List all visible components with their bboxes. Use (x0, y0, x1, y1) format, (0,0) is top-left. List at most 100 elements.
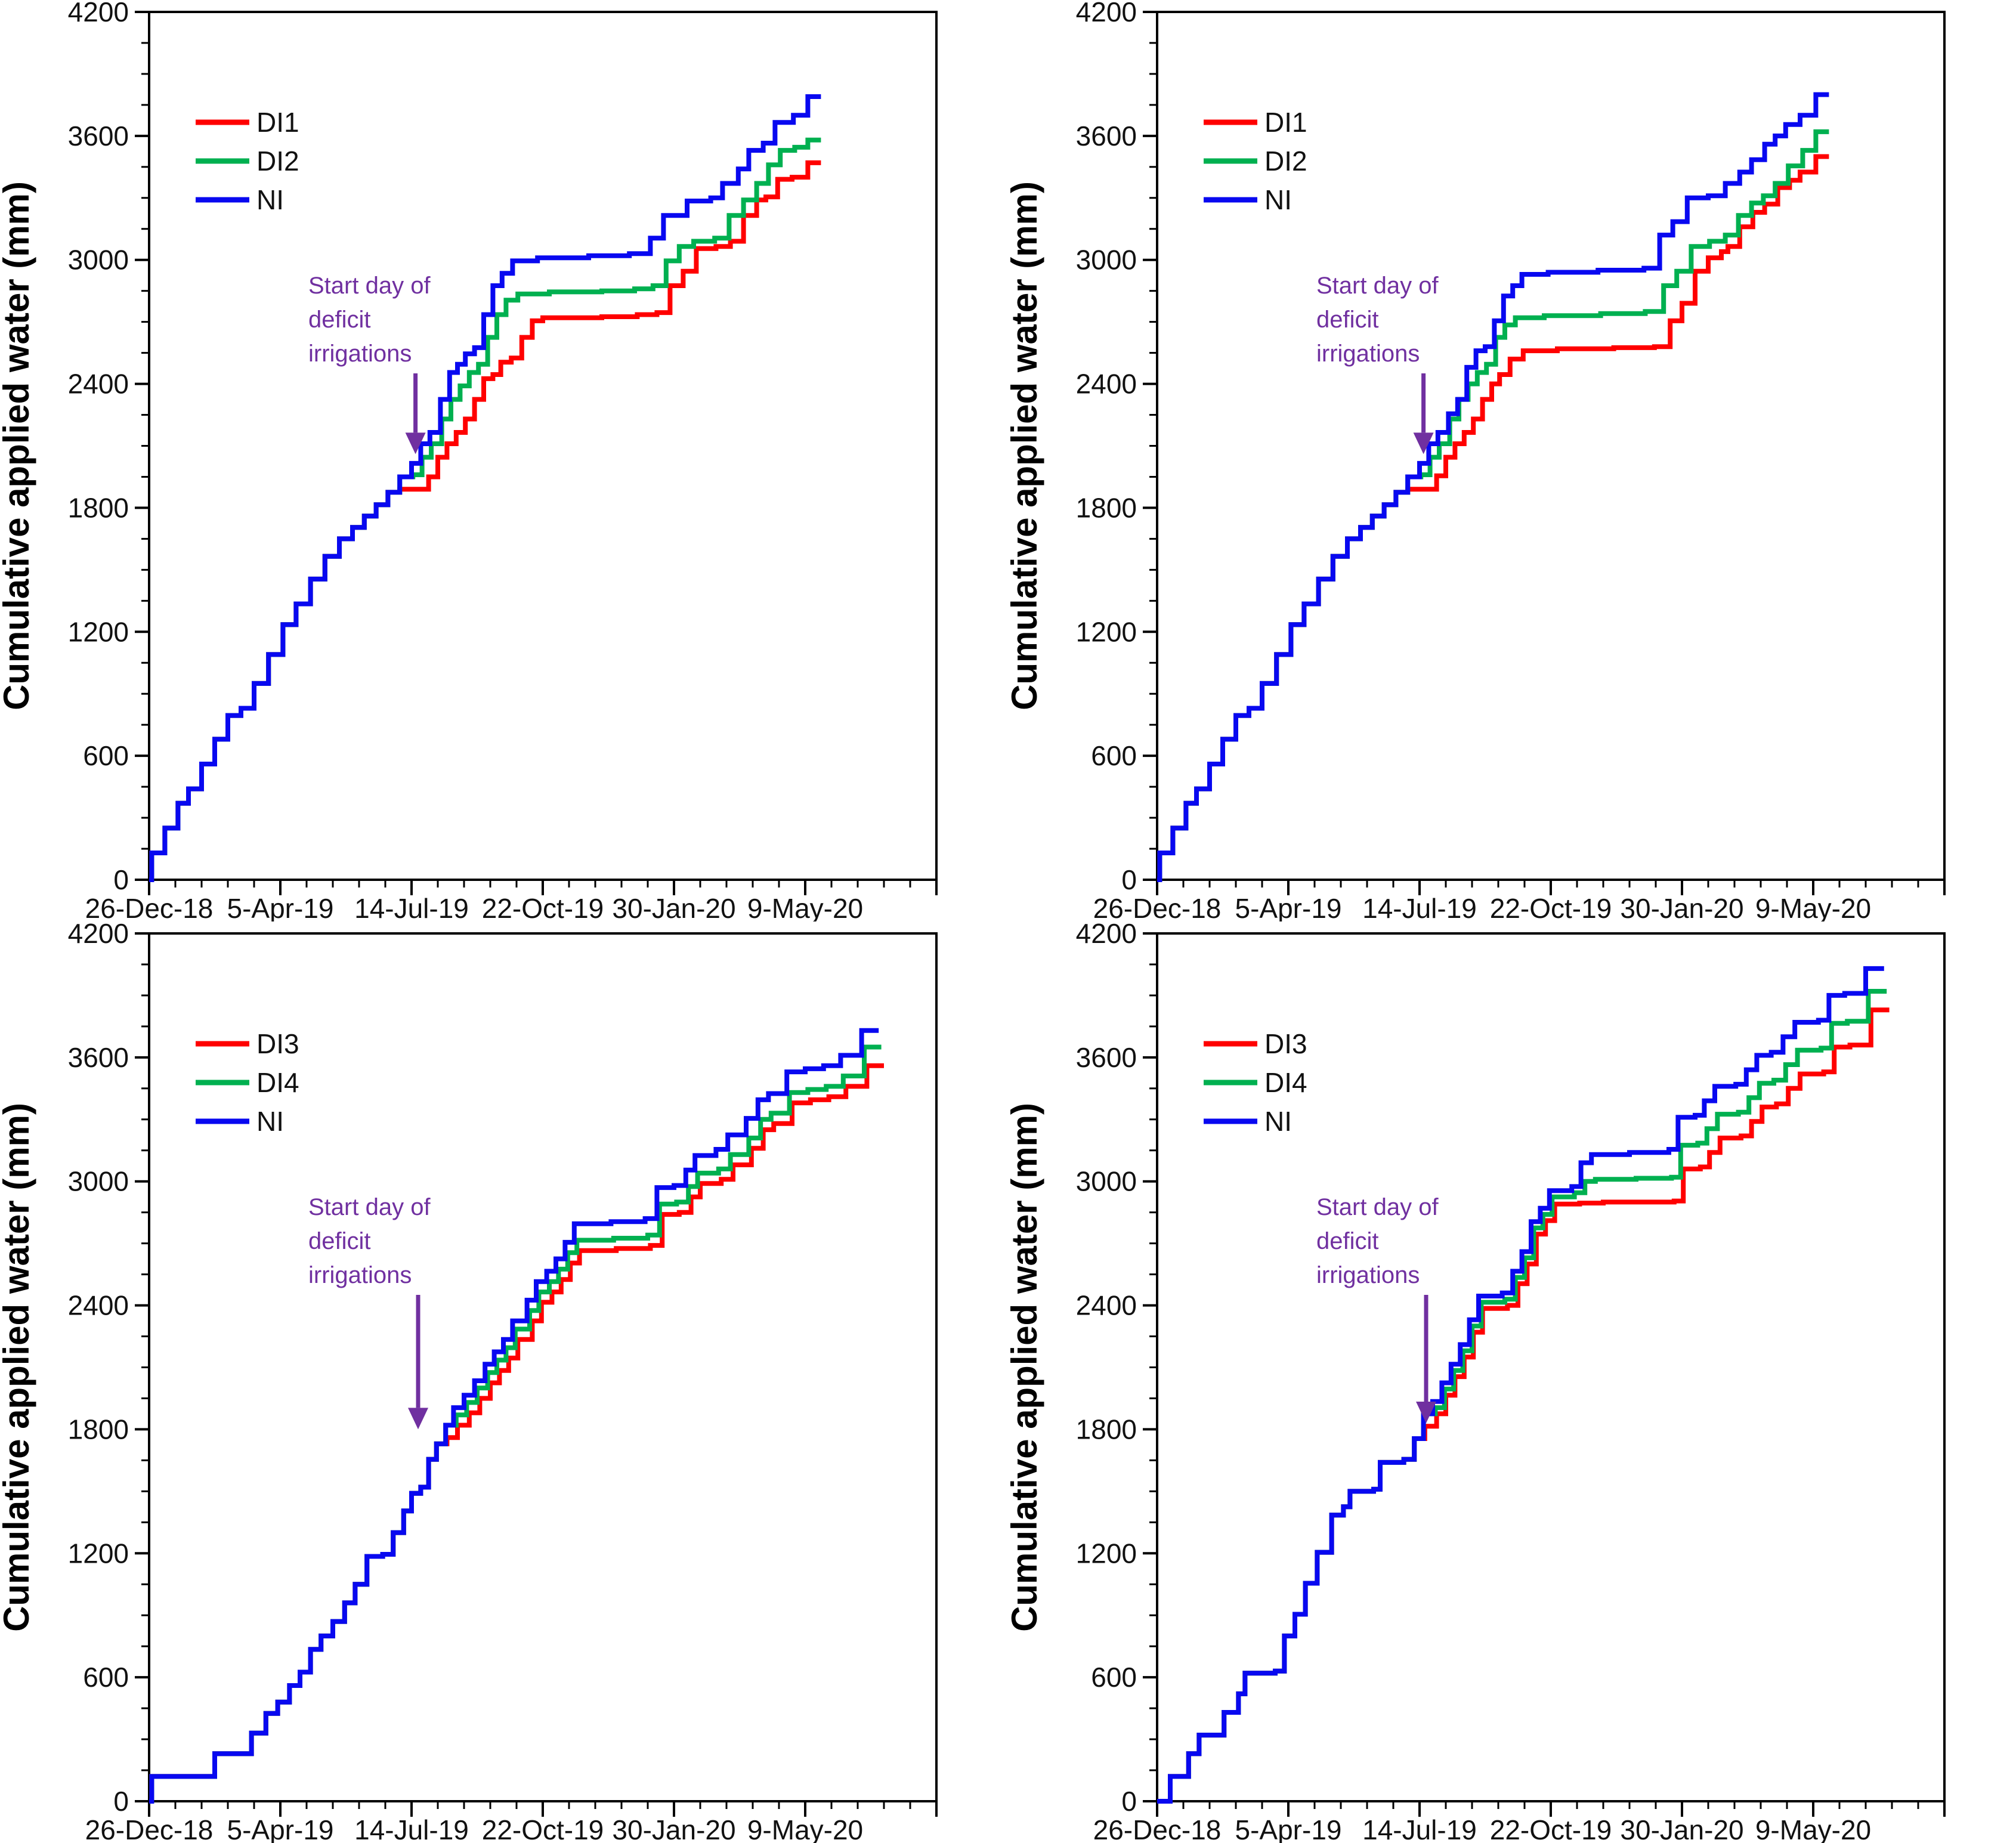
annotation-text-line: irrigations (308, 1262, 412, 1288)
y-tick-label: 3600 (1076, 120, 1137, 151)
y-tick-label: 3000 (1076, 1166, 1137, 1197)
chart-panel-bottom-left: 0 600 1200 1800 2400 3000 3600 4200 26-Dec-18 5-A… (0, 922, 1008, 1843)
x-tick-label: 14-Jul-19 (354, 1814, 469, 1843)
annotation-text-line: Start day of (1316, 273, 1439, 299)
x-tick-label: 14-Jul-19 (1362, 1814, 1477, 1843)
y-tick-label: 3000 (68, 1166, 129, 1197)
series-line-DI2 (149, 137, 821, 882)
chart-panel-b-svg: 0 600 1200 1800 2400 3000 3600 4200 26-Dec-18 5-A… (1008, 0, 1946, 922)
legend-item-NI: NI (196, 1106, 284, 1137)
y-tick-label: 4200 (1076, 922, 1137, 949)
y-tick-label: 1800 (1076, 492, 1137, 523)
legend-label: DI1 (1264, 107, 1307, 138)
y-tick-label: 4200 (68, 0, 129, 27)
y-tick-label: 3000 (68, 245, 129, 276)
chart-panel-d-svg: 0 600 1200 1800 2400 3000 3600 4200 26-Dec-18 5-A… (1008, 922, 1946, 1843)
legend-item-DI1: DI1 (196, 107, 299, 138)
legend-item-DI1: DI1 (1204, 107, 1307, 138)
x-tick-label: 22-Oct-19 (482, 1814, 604, 1843)
y-tick-label: 0 (1121, 864, 1137, 895)
x-tick-label: 30-Jan-20 (1620, 1814, 1743, 1843)
x-tick-label: 30-Jan-20 (1620, 893, 1743, 922)
y-tick-label: 1200 (1076, 616, 1137, 647)
legend-label: NI (1264, 1106, 1292, 1137)
plot-border (148, 932, 938, 1802)
chart-panel-top-right: 0 600 1200 1800 2400 3000 3600 4200 26-Dec-18 5-A… (1008, 0, 2016, 922)
series-line-DI2 (1157, 129, 1829, 882)
y-tick-label: 3600 (1076, 1042, 1137, 1073)
legend-label: NI (256, 184, 284, 215)
y-tick-label: 600 (1091, 1662, 1137, 1693)
y-tick-label: 4200 (1076, 0, 1137, 27)
series-line-NI (149, 1028, 879, 1804)
y-tick-label: 2400 (68, 1290, 129, 1321)
series-line-DI1 (149, 160, 821, 882)
y-tick-label: 0 (113, 1786, 129, 1817)
annotation-text-line: deficit (308, 307, 371, 333)
annotation-text-line: irrigations (308, 341, 412, 367)
annotation-text-line: Start day of (308, 273, 431, 299)
series-line-NI (1157, 92, 1829, 882)
y-tick-label: 2400 (68, 369, 129, 400)
legend-item-DI2: DI2 (196, 146, 299, 177)
y-tick-label: 600 (1091, 740, 1137, 771)
chart-panel-a-svg: 0 600 1200 1800 2400 3000 3600 4200 26-Dec-18 5-A… (0, 0, 938, 922)
x-tick-label: 14-Jul-19 (354, 893, 469, 922)
legend-label: DI3 (256, 1028, 299, 1059)
legend-label: DI4 (1264, 1067, 1307, 1098)
y-tick-label: 1800 (68, 492, 129, 523)
annotation-text-line: Start day of (308, 1194, 431, 1220)
x-tick-label: 26-Dec-18 (85, 1814, 214, 1843)
y-tick-label: 1200 (68, 1538, 129, 1569)
annotation-text-line: deficit (1316, 1228, 1379, 1254)
legend-label: DI4 (256, 1067, 299, 1098)
y-tick-label: 3600 (68, 120, 129, 151)
legend-label: DI2 (256, 146, 299, 177)
x-tick-label: 22-Oct-19 (482, 893, 604, 922)
x-tick-label: 5-Apr-19 (227, 1814, 334, 1843)
x-tick-label: 9-May-20 (1755, 1814, 1871, 1843)
annotation-text-line: deficit (1316, 307, 1379, 333)
y-axis-title: Cumulative applied water (mm) (0, 1103, 36, 1632)
legend-item-NI: NI (1204, 1106, 1292, 1137)
chart-panel-c-svg: 0 600 1200 1800 2400 3000 3600 4200 26-Dec-18 5-A… (0, 922, 938, 1843)
legend-item-DI4: DI4 (1204, 1067, 1307, 1098)
y-tick-label: 600 (83, 1662, 129, 1693)
x-tick-label: 26-Dec-18 (1093, 893, 1222, 922)
annotation-text-line: irrigations (1316, 341, 1420, 367)
legend-label: NI (1264, 184, 1292, 215)
x-tick-label: 9-May-20 (1755, 893, 1871, 922)
x-tick-label: 9-May-20 (747, 893, 863, 922)
y-tick-label: 2400 (1076, 369, 1137, 400)
y-tick-label: 2400 (1076, 1290, 1137, 1321)
series-line-NI (149, 94, 821, 882)
x-tick-label: 9-May-20 (747, 1814, 863, 1843)
annotation-text-line: Start day of (1316, 1194, 1439, 1220)
legend-item-DI3: DI3 (196, 1028, 299, 1059)
legend-label: NI (256, 1106, 284, 1137)
y-tick-label: 1800 (1076, 1414, 1137, 1445)
x-tick-label: 22-Oct-19 (1490, 893, 1612, 922)
annotation-text-line: deficit (308, 1228, 371, 1254)
y-tick-label: 0 (113, 864, 129, 895)
x-tick-label: 22-Oct-19 (1490, 1814, 1612, 1843)
series-line-DI1 (1157, 154, 1829, 882)
annotation-text-line: irrigations (1316, 1262, 1420, 1288)
arrow-down-icon (405, 432, 426, 454)
arrow-down-icon (1413, 432, 1434, 454)
legend-item-NI: NI (196, 184, 284, 215)
arrow-down-icon (1416, 1402, 1436, 1424)
x-tick-label: 14-Jul-19 (1362, 893, 1477, 922)
x-tick-label: 5-Apr-19 (227, 893, 334, 922)
y-tick-label: 4200 (68, 922, 129, 949)
series-line-NI (1157, 966, 1884, 1804)
legend-label: DI3 (1264, 1028, 1307, 1059)
y-tick-label: 1200 (68, 616, 129, 647)
y-axis-title: Cumulative applied water (mm) (0, 181, 36, 710)
y-tick-label: 3600 (68, 1042, 129, 1073)
y-tick-label: 1200 (1076, 1538, 1137, 1569)
y-axis-title: Cumulative applied water (mm) (1008, 1103, 1044, 1632)
y-tick-label: 0 (1121, 1786, 1137, 1817)
series-line-DI4 (149, 1044, 882, 1804)
